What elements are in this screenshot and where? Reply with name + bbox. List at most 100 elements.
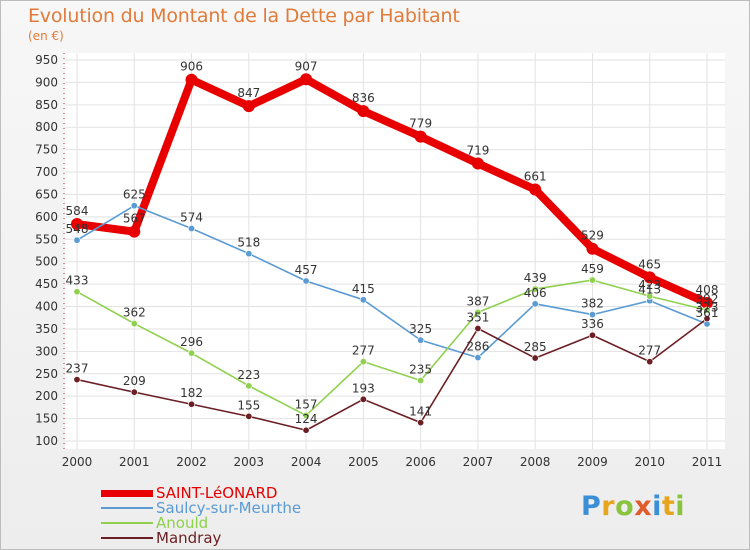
data-point — [417, 376, 425, 384]
y-tick-label: 300 — [35, 344, 58, 358]
data-point — [188, 349, 196, 357]
data-label: 584 — [66, 204, 89, 218]
data-point — [643, 271, 656, 284]
data-label: 382 — [581, 297, 604, 311]
data-point — [703, 306, 711, 314]
data-point — [302, 277, 310, 285]
data-point — [73, 376, 81, 384]
x-tick-label: 2003 — [234, 455, 265, 469]
y-tick-label: 700 — [35, 165, 58, 179]
data-label: 408 — [696, 283, 719, 297]
data-point — [242, 100, 255, 113]
x-tick-label: 2002 — [176, 455, 207, 469]
data-label: 193 — [352, 381, 375, 395]
data-label: 351 — [466, 310, 489, 324]
data-label: 182 — [180, 386, 203, 400]
data-label: 413 — [638, 283, 661, 297]
data-label: 277 — [352, 344, 375, 358]
y-tick-label: 800 — [35, 120, 58, 134]
legend-label: Anould — [156, 514, 209, 532]
data-point — [588, 331, 596, 339]
data-point — [188, 400, 196, 408]
data-label: 529 — [581, 229, 604, 243]
data-point — [414, 130, 427, 143]
data-label: 124 — [295, 412, 318, 426]
data-label: 336 — [581, 317, 604, 331]
data-label: 406 — [524, 286, 547, 300]
data-label: 392 — [696, 292, 719, 306]
plot-area — [65, 53, 725, 449]
data-point — [417, 419, 425, 427]
y-tick-label: 400 — [35, 300, 58, 314]
data-label: 141 — [409, 405, 432, 419]
series-line — [76, 204, 708, 359]
data-point — [359, 395, 367, 403]
data-point — [474, 354, 482, 362]
data-point — [188, 225, 196, 233]
data-label: 387 — [466, 294, 489, 308]
data-point — [531, 300, 539, 308]
y-tick-label: 150 — [35, 412, 58, 426]
data-label: 661 — [524, 170, 547, 184]
data-label: 625 — [123, 188, 146, 202]
data-label: 906 — [180, 60, 203, 74]
data-label: 362 — [123, 306, 146, 320]
data-point — [302, 411, 310, 419]
data-label: 836 — [352, 91, 375, 105]
x-tick-label: 2000 — [62, 455, 93, 469]
data-point — [359, 296, 367, 304]
logo-letter: r — [601, 491, 616, 522]
logo-letter: i — [675, 491, 686, 522]
data-label: 325 — [409, 322, 432, 336]
data-point — [128, 225, 141, 238]
chart-title: Evolution du Montant de la Dette par Hab… — [28, 5, 460, 27]
data-label: 465 — [638, 257, 661, 271]
data-point — [471, 157, 484, 170]
data-point — [531, 354, 539, 362]
data-point — [245, 382, 253, 390]
data-label: 277 — [638, 344, 661, 358]
x-tick-label: 2007 — [463, 455, 494, 469]
data-point — [588, 276, 596, 284]
data-label: 237 — [66, 362, 89, 376]
x-tick-label: 2009 — [577, 455, 608, 469]
legend-label: Mandray — [156, 529, 222, 547]
data-point — [586, 242, 599, 255]
data-point — [71, 218, 83, 231]
x-tick-label: 2008 — [520, 455, 551, 469]
series-line — [76, 279, 708, 417]
data-label: 157 — [295, 397, 318, 411]
data-label: 907 — [295, 59, 318, 73]
legend: SAINT-LéONARD Saulcy-sur-Meurthe Anould Man… — [101, 485, 361, 547]
legend-swatch — [101, 507, 153, 509]
proxiti-logo: Proxiti — [581, 491, 685, 522]
y-tick-label: 950 — [35, 53, 58, 67]
y-tick-label: 550 — [35, 232, 58, 246]
data-point — [130, 202, 138, 210]
data-label: 719 — [466, 144, 489, 158]
data-point — [646, 358, 654, 366]
y-tick-label: 850 — [35, 98, 58, 112]
legend-swatch — [101, 522, 153, 524]
data-label: 373 — [696, 301, 719, 315]
data-point — [474, 324, 482, 332]
data-label: 439 — [524, 271, 547, 285]
data-label: 847 — [237, 86, 260, 100]
unit-label: (en €) — [28, 29, 64, 43]
data-label: 457 — [295, 263, 318, 277]
logo-letter: P — [581, 491, 602, 522]
legend-item: SAINT-LéONARD — [101, 485, 361, 501]
legend-item: Saulcy-sur-Meurthe — [101, 500, 361, 516]
x-tick-label: 2004 — [291, 455, 322, 469]
data-point — [701, 296, 713, 309]
data-label: 423 — [638, 278, 661, 292]
x-tick-label: 2010 — [634, 455, 665, 469]
data-label: 779 — [409, 117, 432, 131]
data-point — [130, 388, 138, 396]
data-label: 459 — [581, 262, 604, 276]
data-label: 296 — [180, 335, 203, 349]
data-label: 518 — [237, 236, 260, 250]
legend-swatch — [101, 537, 153, 539]
